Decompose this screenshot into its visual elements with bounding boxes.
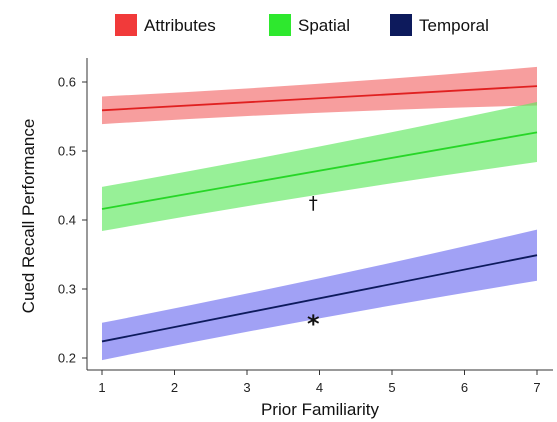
x-axis-title: Prior Familiarity <box>261 400 380 419</box>
x-tick-label: 6 <box>461 380 468 395</box>
fit-lines <box>101 85 538 343</box>
band-attributes <box>102 66 537 125</box>
line-temporal <box>101 254 538 343</box>
y-tick-label: 0.3 <box>58 282 76 297</box>
significance-dagger: † <box>309 193 318 214</box>
confidence-bands <box>102 66 537 361</box>
x-tick-label: 2 <box>171 380 178 395</box>
x-ticks: 1 2 3 4 5 6 7 <box>98 370 541 395</box>
legend-label-temporal: Temporal <box>419 16 489 35</box>
x-tick-label: 7 <box>533 380 540 395</box>
line-spatial <box>101 131 538 210</box>
x-tick-label: 3 <box>243 380 250 395</box>
legend-swatch-attributes <box>115 14 137 36</box>
band-spatial <box>102 102 537 232</box>
y-axis-title: Cued Recall Performance <box>19 119 38 314</box>
x-tick-label: 4 <box>316 380 323 395</box>
legend-label-attributes: Attributes <box>144 16 216 35</box>
y-tick-label: 0.5 <box>58 144 76 159</box>
y-tick-label: 0.2 <box>58 351 76 366</box>
legend-swatch-spatial <box>269 14 291 36</box>
legend-label-spatial: Spatial <box>298 16 350 35</box>
annotations: †* <box>307 193 320 338</box>
y-ticks: 0.2 0.3 0.4 0.5 0.6 <box>58 75 87 366</box>
y-tick-label: 0.6 <box>58 75 76 90</box>
band-temporal <box>102 229 537 361</box>
legend-swatch-temporal <box>390 14 412 36</box>
y-tick-label: 0.4 <box>58 213 76 228</box>
significance-asterisk: * <box>307 310 320 338</box>
line-attributes <box>101 85 538 112</box>
legend: Attributes Spatial Temporal <box>115 14 489 36</box>
x-tick-label: 1 <box>98 380 105 395</box>
x-tick-label: 5 <box>388 380 395 395</box>
